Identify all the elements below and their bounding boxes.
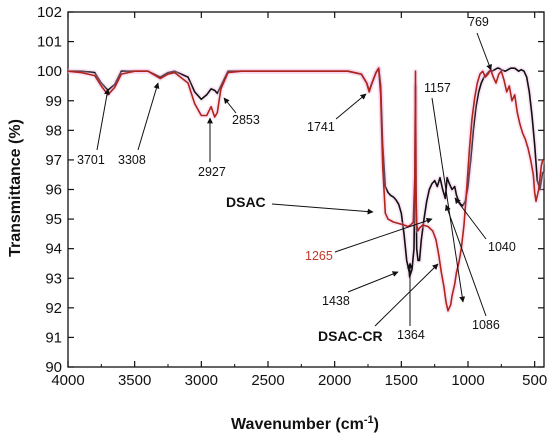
x-axis-title-close: ) [374,416,379,433]
plot-background [68,12,544,367]
x-tick-label: 1500 [385,372,418,389]
y-tick-label: 101 [37,34,62,51]
y-tick-label: 92 [45,300,62,317]
annotation-label: 2927 [198,165,226,179]
annotation-label: DSAC [226,194,266,210]
y-axis-title: Transmittance (%) [7,119,24,257]
annotation-arrow [96,88,110,151]
series-line-dsac-cr [67,67,544,312]
annotation-arrow [335,93,367,120]
x-axis: 4000 3500 3000 2500 2000 1500 1000 500 [51,12,547,389]
y-tick-label: 98 [45,122,62,139]
x-tick-label: 1000 [451,372,484,389]
annotation-label: 1157 [424,81,451,95]
annotation-arrows [96,32,492,327]
annotation-arrow [137,82,160,151]
y-tick-label: 95 [45,211,62,228]
annotation-label: 1265 [305,249,333,263]
annotation-arrow [476,32,492,71]
annotation-label: DSAC-CR [318,328,383,344]
x-axis-title-main: Wavenumber (cm [231,416,364,433]
y-tick-label: 96 [45,182,62,199]
x-tick-label: 2500 [251,372,284,389]
y-tick-label: 94 [45,241,62,258]
annotation-arrow [374,263,439,327]
x-axis-title-sup: -1 [364,414,374,426]
annotation-label: 1040 [488,240,516,254]
y-tick-label: 93 [45,270,62,287]
annotation-arrow [454,197,487,240]
annotation-arrow [334,217,433,253]
annotation-label: 1438 [322,294,350,308]
series-layer [67,65,546,314]
annotation-arrow [431,97,466,303]
annotation-arrow [271,203,374,215]
annotation-arrow [347,271,399,293]
y-tick-label: 102 [37,4,62,21]
y-tick-label: 97 [45,152,62,169]
annotation-label: 2853 [232,113,260,127]
annotation-arrow [445,204,487,317]
annotation-label: 1364 [397,328,425,342]
x-tick-label: 4000 [51,372,84,389]
annotation-arrow [223,97,237,114]
y-tick-label: 100 [37,63,62,80]
x-tick-label: 3000 [185,372,218,389]
x-tick-label: 2000 [318,372,351,389]
annotation-label: 1741 [307,120,335,134]
y-tick-label: 91 [45,329,62,346]
x-axis-title: Wavenumber (cm-1) [231,414,379,433]
annotation-label: 3308 [118,153,146,167]
annotation-label: 1086 [472,318,500,332]
y-tick-label: 90 [45,359,62,376]
x-tick-label: 500 [522,372,547,389]
annotation-labels: 3701 3308 2927 2853 1741 769 1157 DSAC 1265 1040 1… [77,15,516,344]
x-tick-label: 3500 [118,372,151,389]
y-tick-label: 99 [45,93,62,110]
annotation-label: 769 [468,15,489,29]
plot-area [67,11,545,368]
annotation-label: 3701 [77,153,105,167]
